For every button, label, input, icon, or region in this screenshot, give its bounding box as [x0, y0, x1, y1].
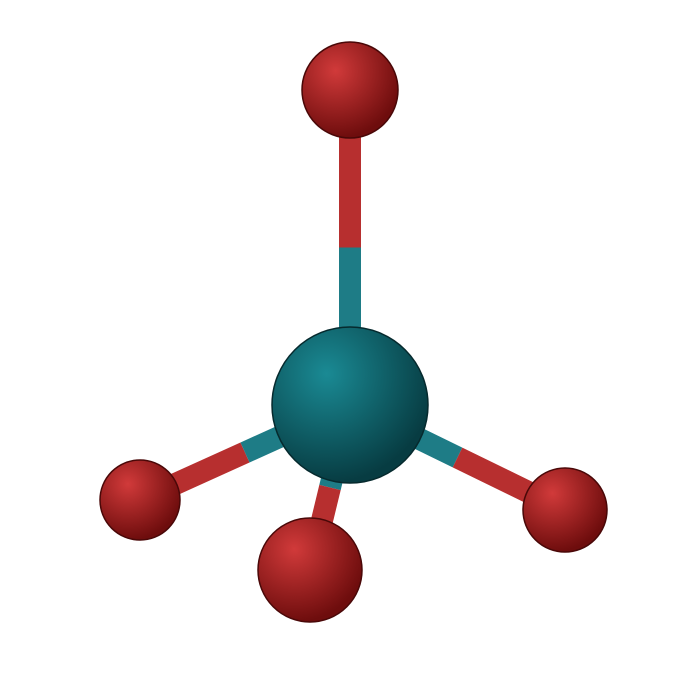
atom-front: [258, 518, 362, 622]
molecule-diagram: [0, 0, 700, 700]
atom-center: [272, 327, 428, 483]
atom-left: [100, 460, 180, 540]
atom-right: [523, 468, 607, 552]
atom-top: [302, 42, 398, 138]
